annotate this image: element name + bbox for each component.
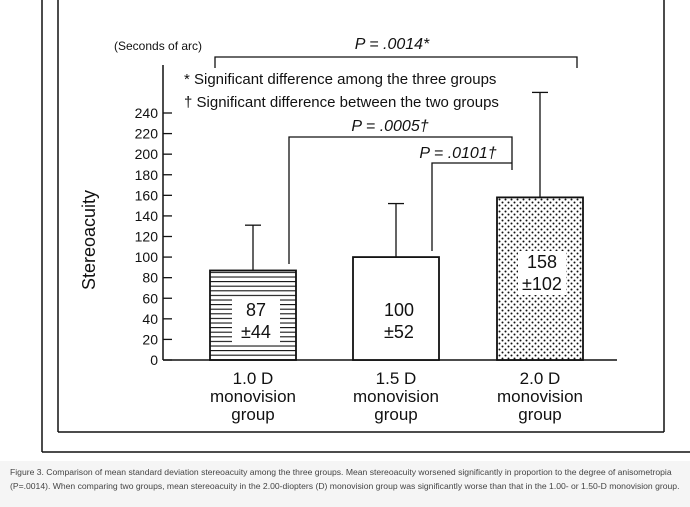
y-tick-label: 180 — [135, 167, 159, 183]
data-label-backdrop — [518, 251, 566, 295]
bar-mean-label: 87 — [246, 300, 266, 320]
y-tick-label: 120 — [135, 229, 159, 245]
p-value-label: P = .0101† — [419, 145, 496, 162]
x-category-label-line: group — [231, 405, 274, 424]
figure-frame: Stereoacuity (Seconds of arc) * Signific… — [10, 0, 690, 491]
x-category-label-line: group — [374, 405, 417, 424]
bracket-three-groups — [214, 56, 578, 68]
y-axis-unit-label: (Seconds of arc) — [114, 39, 202, 53]
x-category-label-line: 2.0 D — [520, 369, 561, 388]
x-category-label-line: group — [518, 405, 561, 424]
bar-sd-label: ±52 — [384, 322, 414, 342]
y-tick-label: 20 — [142, 331, 158, 347]
x-category-label-line: 1.0 D — [233, 369, 274, 388]
bracket-1-vs-3 — [288, 136, 513, 264]
caption-strip: Figure 3. Comparison of mean standard de… — [0, 461, 690, 507]
legend-dagger-note: † Significant difference between the two… — [184, 94, 499, 111]
bars-group: 87±44 100±52 158±102 — [209, 91, 584, 361]
y-tick-label: 80 — [142, 270, 158, 286]
y-tick-label: 160 — [135, 187, 159, 203]
y-axis-ticks: 0 20 40 60 80 100 120 140 160 180 200 220 240 — [135, 105, 172, 368]
p-value-label: P = .0014* — [355, 36, 430, 53]
y-tick-label: 100 — [135, 249, 159, 265]
bar — [352, 256, 440, 361]
y-tick-label: 60 — [142, 290, 158, 306]
figure-caption: Figure 3. Comparison of mean standard de… — [10, 467, 680, 491]
x-category-label-line: monovision — [353, 387, 439, 406]
bar-mean-label: 100 — [384, 300, 414, 320]
y-axis-title: Stereoacuity — [79, 190, 99, 290]
significance-brackets: P = .0014* P = .0005† P = .0101† — [214, 36, 578, 264]
y-tick-label: 0 — [150, 352, 158, 368]
bar-sd-label: ±44 — [241, 322, 271, 342]
x-category-label-line: monovision — [210, 387, 296, 406]
x-category-label-line: 1.5 D — [376, 369, 417, 388]
bracket-2-vs-3 — [431, 162, 512, 251]
x-category-label-line: monovision — [497, 387, 583, 406]
y-tick-label: 140 — [135, 208, 159, 224]
y-tick-label: 240 — [135, 105, 159, 121]
data-label-backdrop — [232, 299, 280, 343]
y-tick-label: 40 — [142, 311, 158, 327]
stereoacuity-bar-chart: Stereoacuity (Seconds of arc) * Signific… — [41, 0, 690, 453]
bar-sd-label: ±102 — [522, 274, 562, 294]
bar-mean-label: 158 — [527, 252, 557, 272]
y-tick-label: 200 — [135, 146, 159, 162]
p-value-label: P = .0005† — [351, 118, 428, 135]
y-tick-label: 220 — [135, 126, 159, 142]
legend-asterisk-note: * Significant difference among the three… — [184, 71, 496, 88]
